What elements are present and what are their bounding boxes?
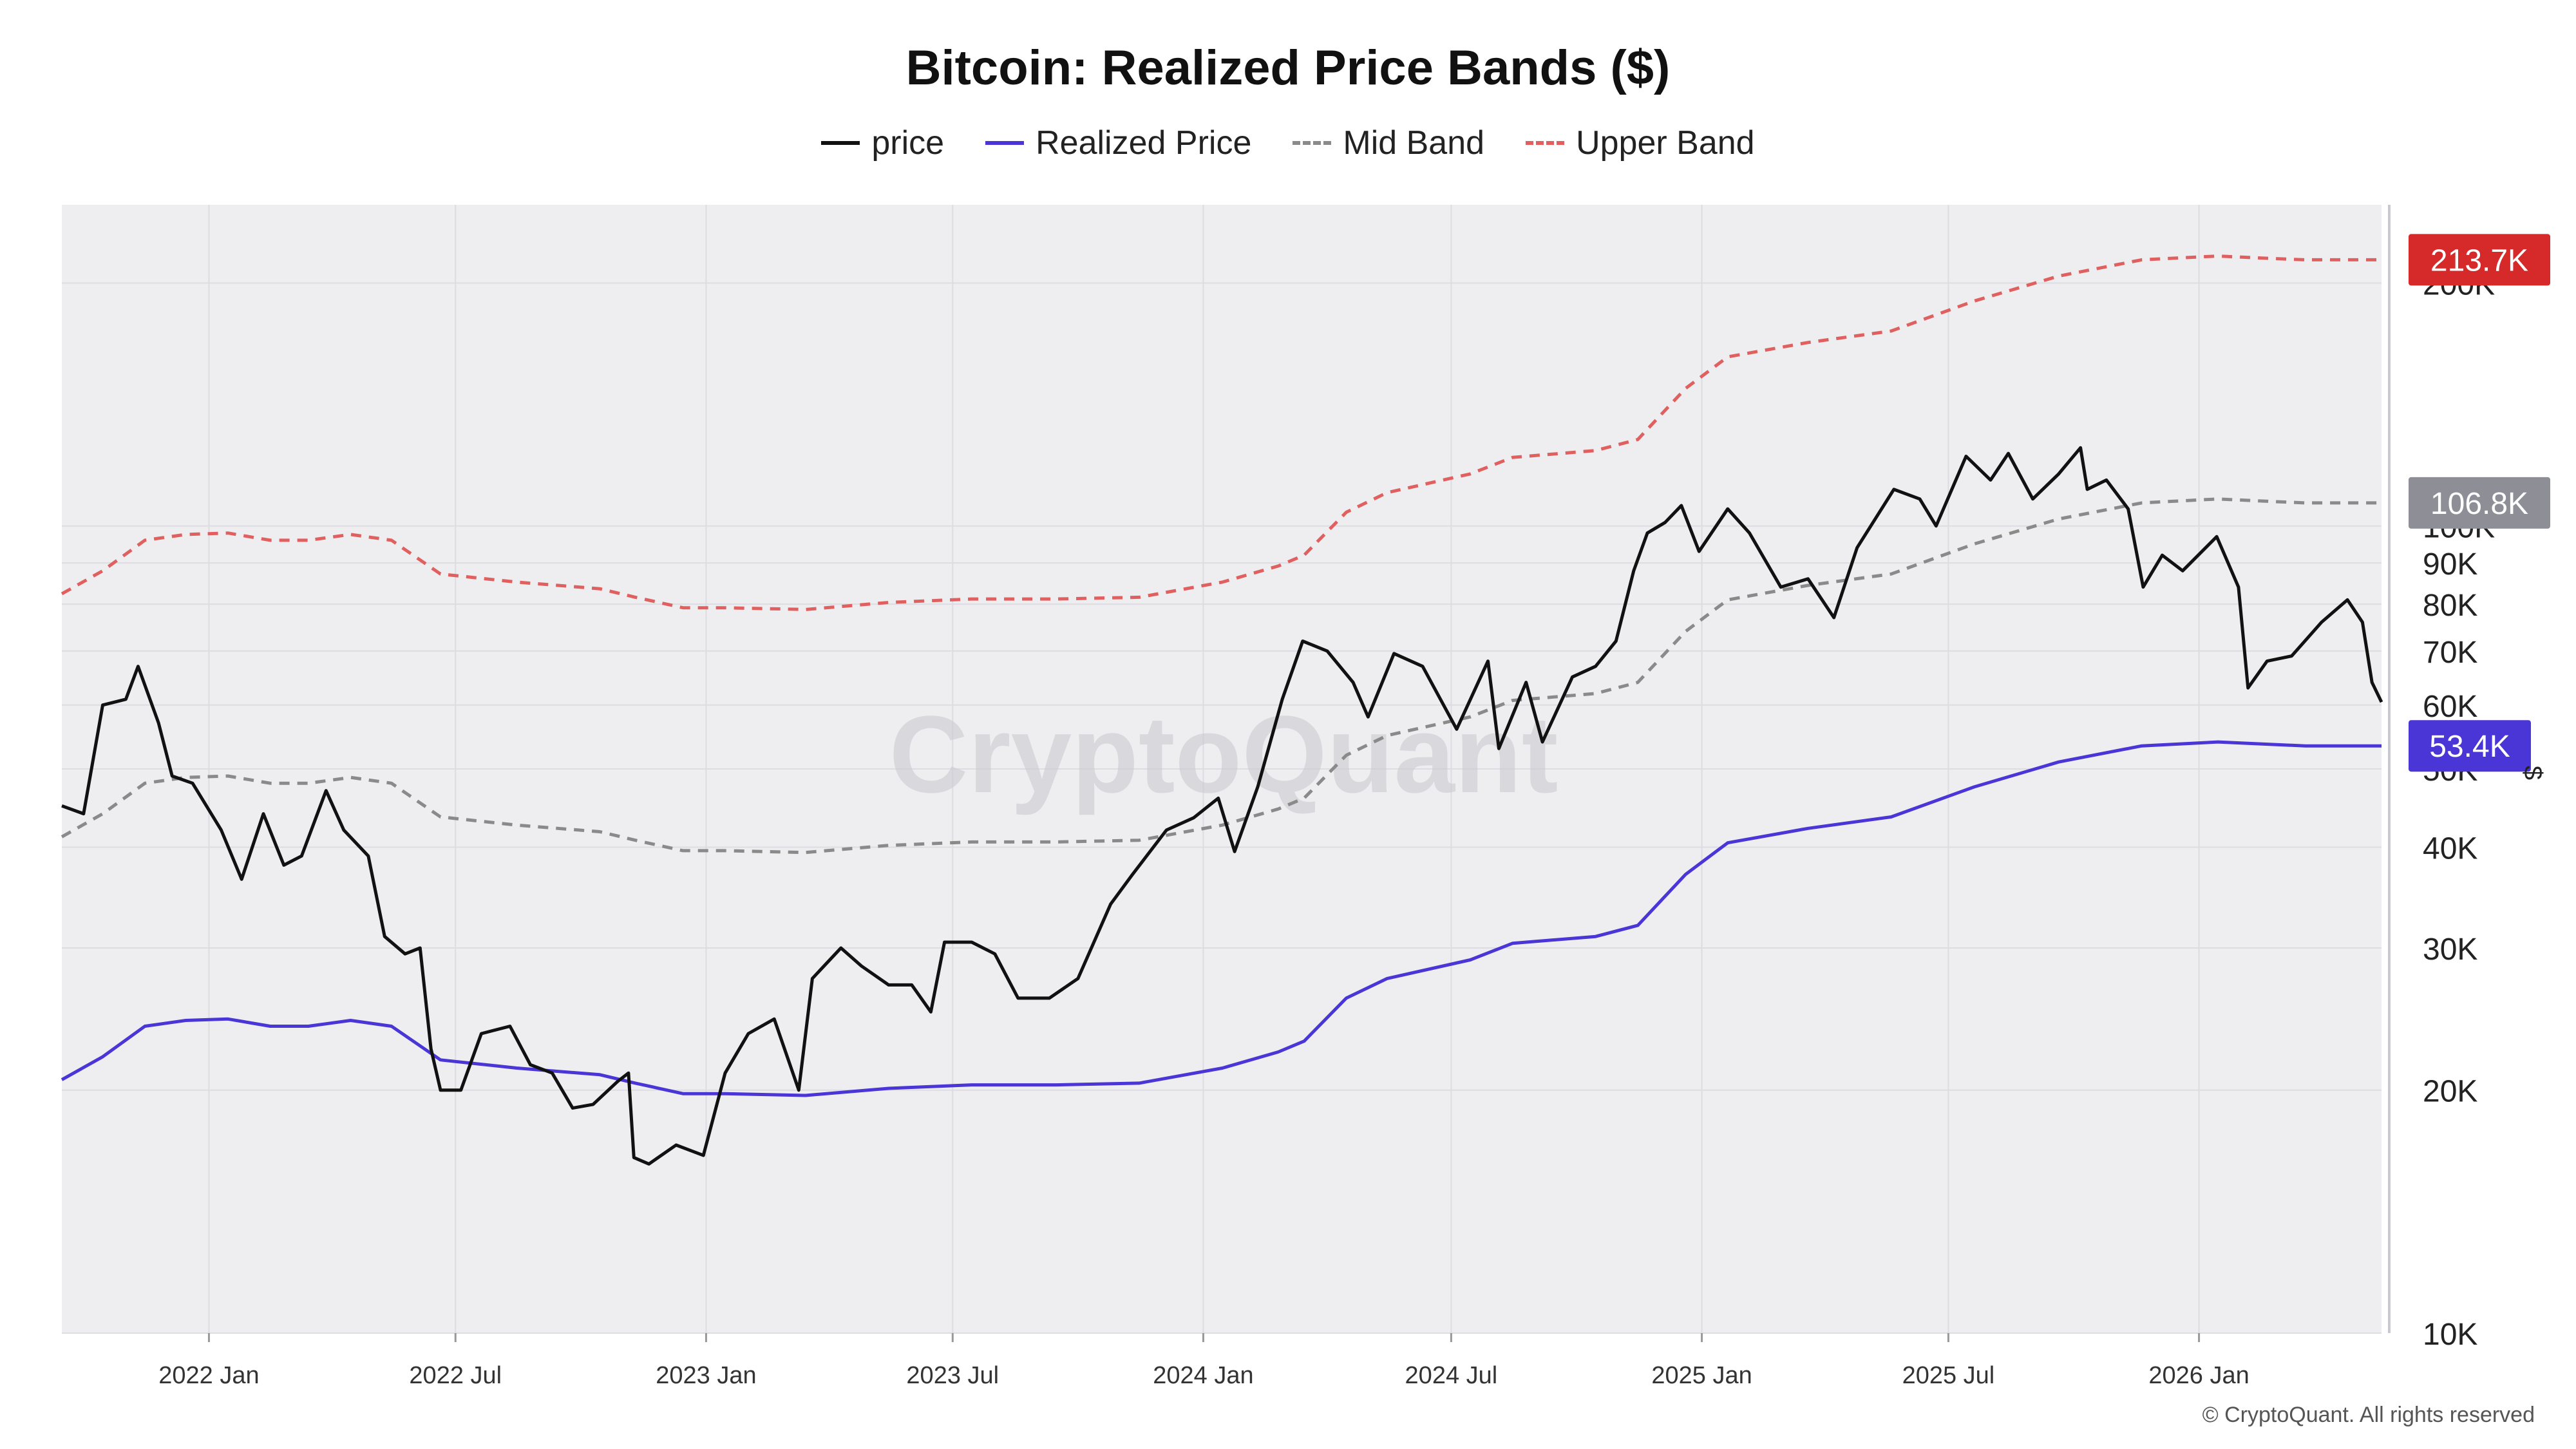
- y-tick-label: 40K: [2423, 831, 2477, 866]
- legend-label: price: [871, 124, 945, 162]
- legend-item[interactable]: Realized Price: [985, 124, 1251, 162]
- series-line-mid-band: [61, 497, 2382, 855]
- y-tick-label: 90K: [2423, 547, 2477, 582]
- value-badge: 53.4K: [2409, 720, 2531, 772]
- x-tick-label: 2024 Jan: [1153, 1362, 1253, 1389]
- y-tick-label: 20K: [2423, 1075, 2477, 1109]
- legend-label: Upper Band: [1576, 124, 1755, 162]
- legend-label: Mid Band: [1343, 124, 1485, 162]
- x-tick-label: 2025 Jul: [1902, 1362, 1995, 1389]
- series-line-price: [61, 446, 2383, 1166]
- legend-item[interactable]: price: [821, 124, 944, 162]
- legend-item[interactable]: Mid Band: [1293, 124, 1484, 162]
- y-tick-label: 60K: [2423, 690, 2477, 724]
- y-tick-label: 70K: [2423, 636, 2477, 670]
- value-badge-bg: [2409, 720, 2531, 772]
- value-badge-label: 213.7K: [2430, 243, 2528, 278]
- y-tick-label: 30K: [2423, 933, 2477, 967]
- series-line-realized-price: [61, 740, 2382, 1097]
- value-badge: 213.7K: [2409, 234, 2550, 286]
- value-badge: 106.8K: [2409, 477, 2550, 529]
- legend-label: Realized Price: [1036, 124, 1252, 162]
- chart-title: Bitcoin: Realized Price Bands ($): [905, 41, 1671, 95]
- value-badge-label: 106.8K: [2430, 487, 2528, 521]
- legend: price Realized Price Mid Band Upper Band: [0, 124, 2576, 162]
- copyright-notice: © CryptoQuant. All rights reserved: [2202, 1403, 2535, 1427]
- y-tick-labels: 10K20K30K40K50K60K70K80K90K100K200K: [2423, 267, 2495, 1352]
- x-tick-label: 2024 Jul: [1405, 1362, 1498, 1389]
- x-tick-label: 2025 Jan: [1651, 1362, 1752, 1389]
- series-line-upper-band: [61, 254, 2382, 611]
- x-tick-label: 2022 Jan: [158, 1362, 259, 1389]
- y-axis-unit: $: [2519, 766, 2547, 780]
- value-badges: 213.7K 106.8K 53.4K: [2409, 234, 2550, 772]
- grid-layer: [62, 205, 2382, 1334]
- x-tick-label: 2022 Jul: [409, 1362, 502, 1389]
- legend-swatch: [1526, 141, 1565, 145]
- y-tick-label: 10K: [2423, 1318, 2477, 1352]
- x-tick-label: 2026 Jan: [2148, 1362, 2249, 1389]
- x-tick-labels: 2022 Jan 2022 Jul 2023 Jan 2023 Jul 2024 Jan…: [158, 1333, 2249, 1389]
- watermark: CryptoQuant: [889, 694, 1558, 816]
- series-layer: [61, 254, 2383, 1166]
- legend-swatch: [985, 141, 1025, 145]
- legend-swatch: [1293, 141, 1332, 145]
- x-tick-label: 2023 Jan: [656, 1362, 756, 1389]
- legend-swatch: [821, 141, 860, 145]
- legend-item[interactable]: Upper Band: [1526, 124, 1755, 162]
- x-tick-label: 2023 Jul: [906, 1362, 999, 1389]
- value-badge-bg: [2409, 477, 2550, 529]
- value-badge-label: 53.4K: [2429, 730, 2510, 764]
- y-tick-label: 80K: [2423, 589, 2477, 623]
- value-badge-bg: [2409, 234, 2550, 286]
